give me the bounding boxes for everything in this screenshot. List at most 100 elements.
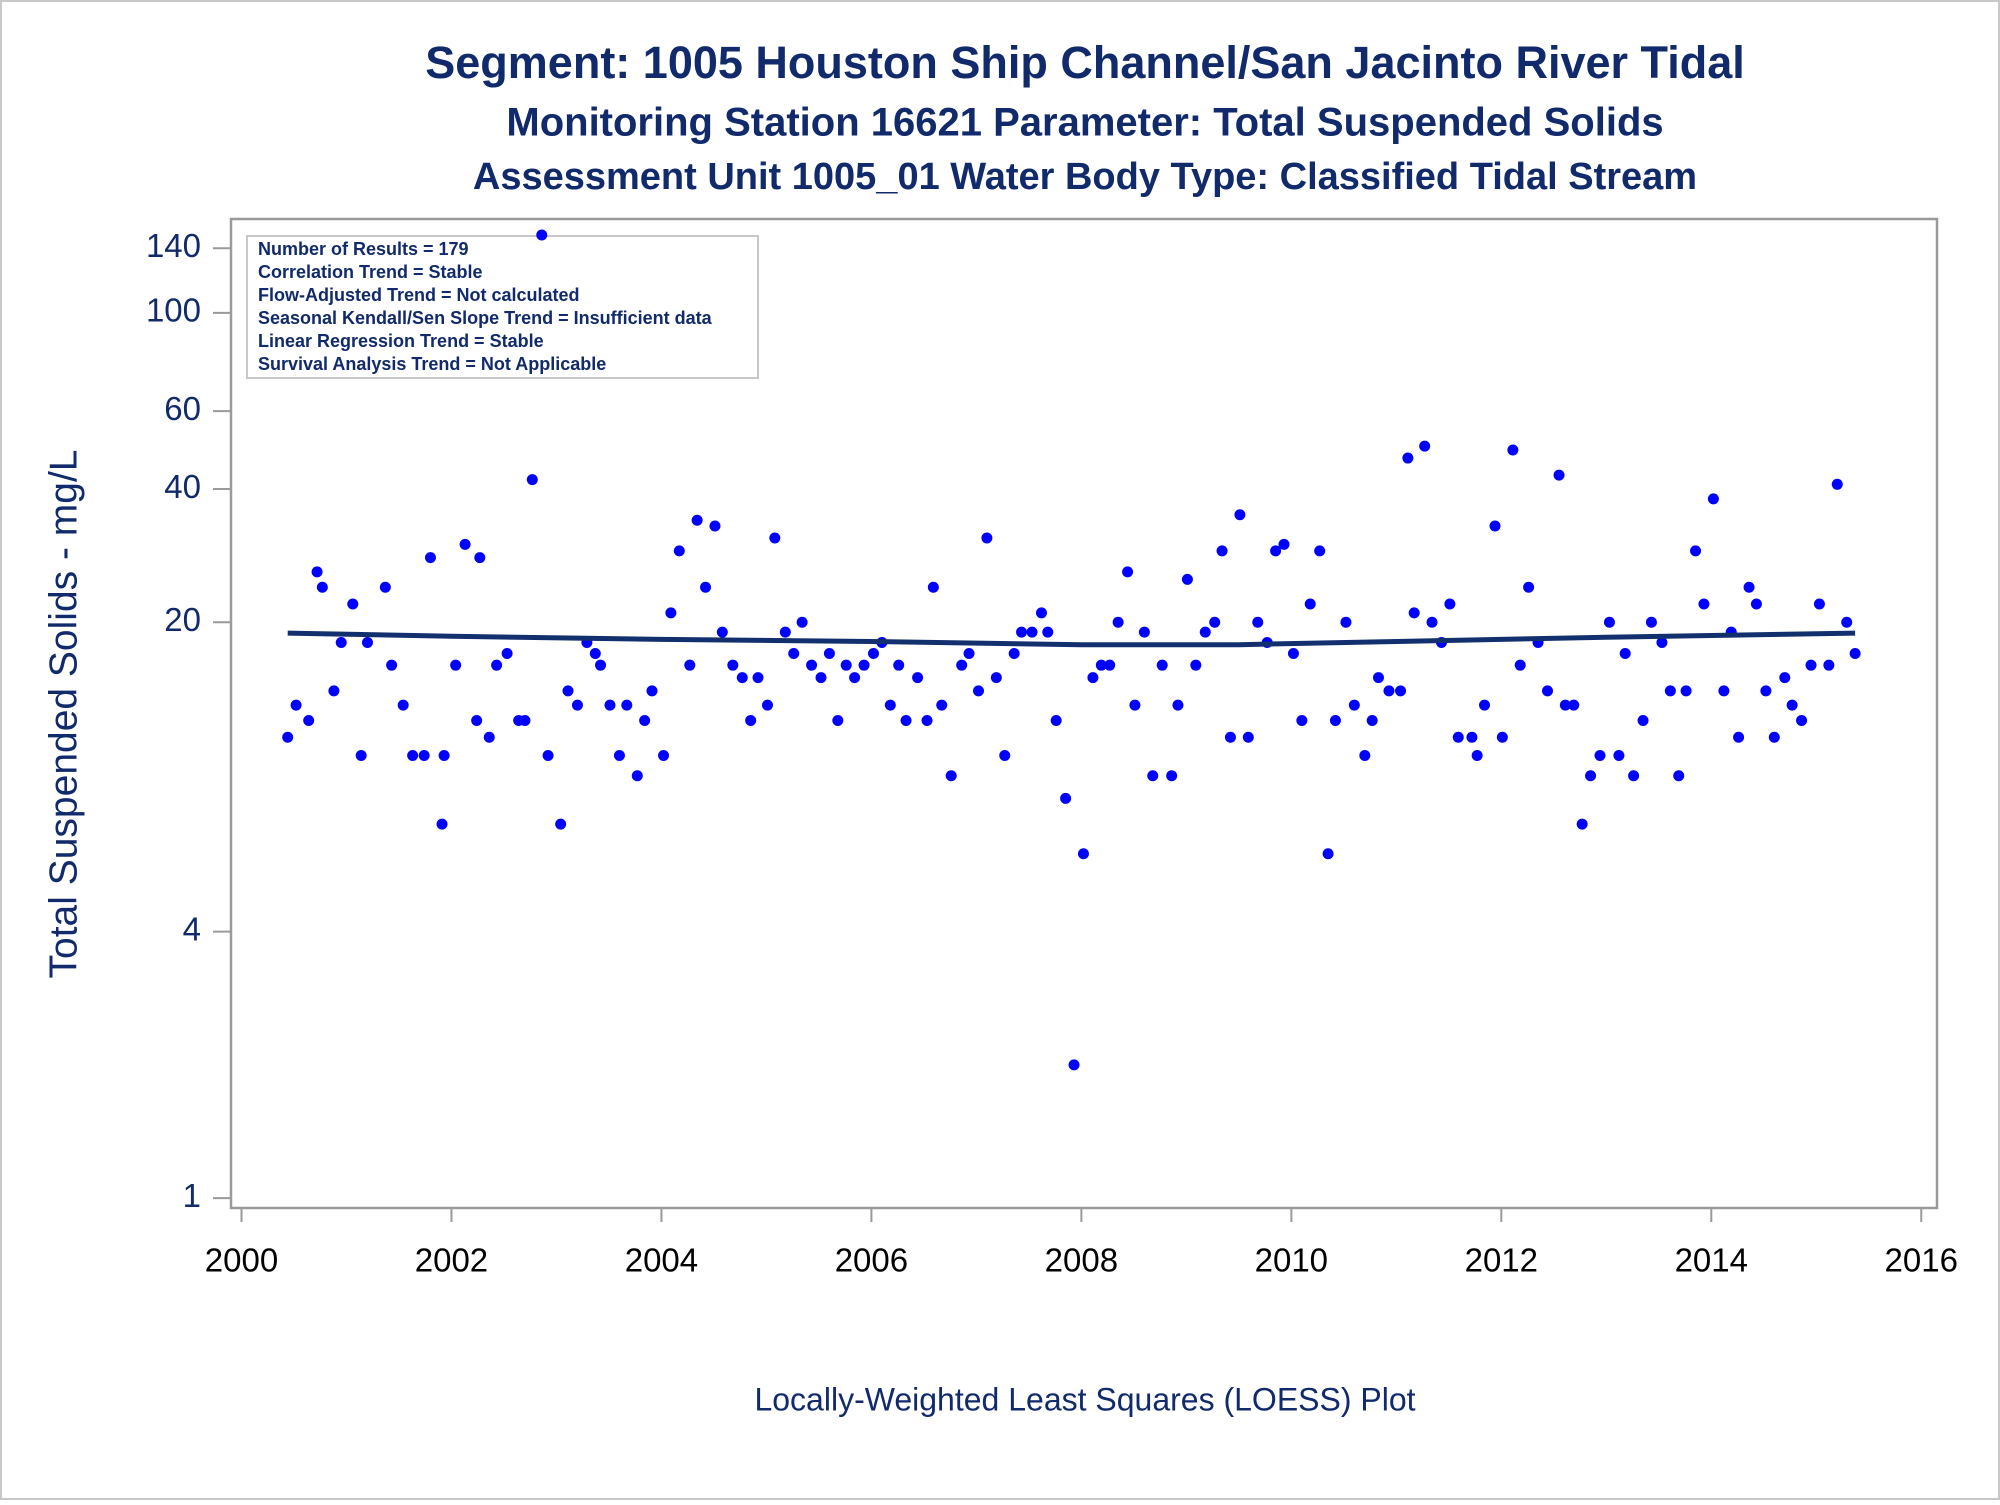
data-point: [1296, 714, 1308, 726]
data-point: [1523, 581, 1535, 593]
data-point: [1348, 699, 1360, 711]
data-point: [562, 685, 574, 697]
data-point: [1419, 440, 1431, 452]
data-point: [900, 714, 912, 726]
data-point: [972, 685, 984, 697]
data-point: [1402, 452, 1414, 464]
data-point: [386, 659, 398, 671]
data-point: [665, 607, 677, 619]
data-point: [709, 520, 721, 532]
data-point: [1366, 714, 1378, 726]
data-point: [1060, 792, 1072, 804]
data-point: [1645, 616, 1657, 628]
data-point: [328, 685, 340, 697]
data-point: [436, 818, 448, 830]
data-point: [727, 659, 739, 671]
data-point: [1768, 731, 1780, 743]
x-tick-label: 2010: [1255, 1242, 1328, 1279]
x-tick-label: 2008: [1045, 1242, 1118, 1279]
data-point: [769, 532, 781, 544]
data-point: [438, 750, 450, 762]
data-point: [1087, 672, 1099, 684]
data-point: [927, 581, 939, 593]
data-point: [945, 770, 957, 782]
data-point: [450, 659, 462, 671]
data-point: [796, 616, 808, 628]
data-point: [815, 672, 827, 684]
data-point: [282, 731, 294, 743]
data-point: [471, 714, 483, 726]
data-point: [1426, 616, 1438, 628]
data-point: [1796, 714, 1808, 726]
data-point: [1750, 598, 1762, 610]
y-tick-label: 100: [146, 292, 201, 329]
data-point: [536, 229, 548, 241]
data-point: [316, 581, 328, 593]
data-point: [1698, 598, 1710, 610]
annotation-box: [246, 235, 759, 379]
data-point: [1760, 685, 1772, 697]
data-point: [555, 818, 567, 830]
data-point: [1016, 626, 1028, 638]
chart-subtitle: Monitoring Station 16621 Parameter: Tota…: [506, 101, 1663, 145]
x-tick-label: 2004: [625, 1242, 698, 1279]
data-point: [1190, 659, 1202, 671]
data-point: [407, 750, 419, 762]
data-point: [806, 659, 818, 671]
data-point: [418, 750, 430, 762]
data-point: [1304, 598, 1316, 610]
data-point: [1242, 731, 1254, 743]
data-point: [700, 581, 712, 593]
data-point: [1479, 699, 1491, 711]
data-point: [1042, 626, 1054, 638]
data-point: [1138, 626, 1150, 638]
data-point: [1287, 648, 1299, 660]
data-point: [1077, 848, 1089, 860]
data-point: [459, 538, 471, 550]
data-point: [823, 648, 835, 660]
data-point: [1395, 685, 1407, 697]
data-point: [1008, 648, 1020, 660]
data-point: [1172, 699, 1184, 711]
data-point: [1408, 607, 1420, 619]
data-point: [355, 750, 367, 762]
data-point: [1680, 685, 1692, 697]
data-point: [1466, 731, 1478, 743]
data-point: [752, 672, 764, 684]
data-point: [1444, 598, 1456, 610]
data-point: [1664, 685, 1676, 697]
data-point: [788, 648, 800, 660]
data-point: [646, 685, 658, 697]
data-point: [1181, 573, 1193, 585]
data-point: [631, 770, 643, 782]
y-tick-label: 1: [183, 1177, 201, 1214]
annotation-line: Linear Regression Trend = Stable: [258, 331, 544, 351]
data-point: [1026, 626, 1038, 638]
data-point: [745, 714, 757, 726]
data-point: [1278, 538, 1290, 550]
data-point: [779, 626, 791, 638]
x-tick-label: 2002: [415, 1242, 488, 1279]
annotation-line: Correlation Trend = Stable: [258, 262, 483, 282]
annotation-line: Number of Results = 179: [258, 239, 469, 259]
data-point: [691, 514, 703, 526]
data-point: [1613, 750, 1625, 762]
data-point: [832, 714, 844, 726]
data-point: [1603, 616, 1615, 628]
data-point: [1359, 750, 1371, 762]
x-tick-label: 2016: [1885, 1242, 1958, 1279]
data-point: [912, 672, 924, 684]
data-point: [1733, 731, 1745, 743]
data-point: [1805, 659, 1817, 671]
data-point: [1095, 659, 1107, 671]
data-point: [1156, 659, 1168, 671]
data-point: [1452, 731, 1464, 743]
data-point: [893, 659, 905, 671]
data-point: [1209, 616, 1221, 628]
data-point: [613, 750, 625, 762]
data-point: [483, 731, 495, 743]
data-point: [673, 545, 685, 557]
chart-subtitle: Assessment Unit 1005_01 Water Body Type:…: [473, 156, 1697, 198]
data-point: [884, 699, 896, 711]
